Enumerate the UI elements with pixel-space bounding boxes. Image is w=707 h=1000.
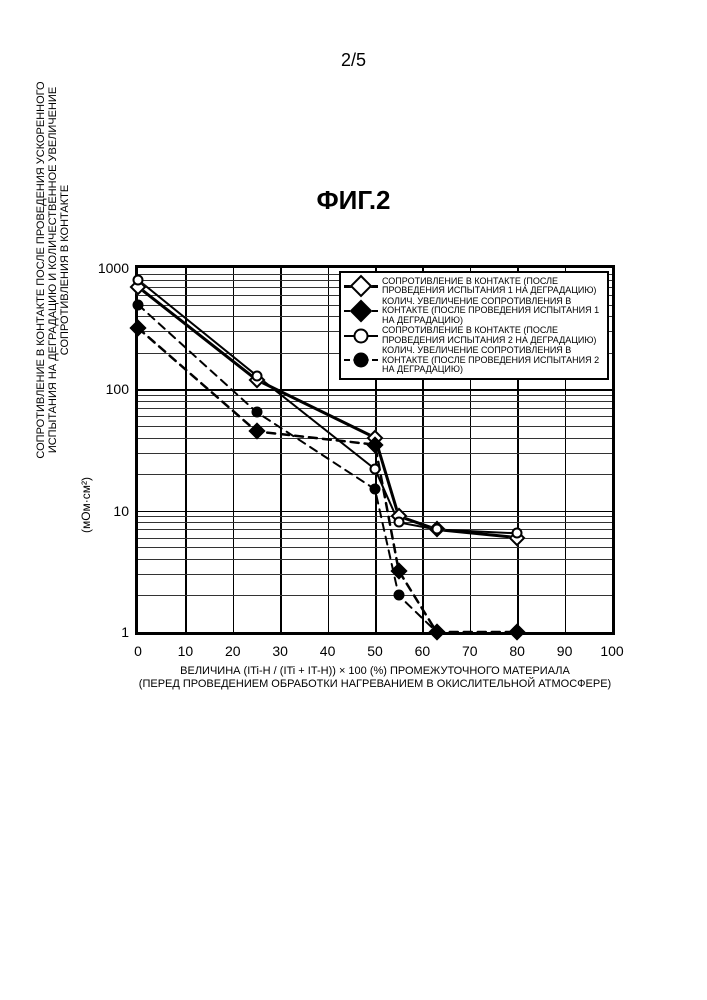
x-tick: 40 [313, 643, 343, 659]
x-tick: 0 [123, 643, 153, 659]
y-axis-label: СОПРОТИВЛЕНИЕ В КОНТАКТЕ ПОСЛЕ ПРОВЕДЕНИ… [35, 60, 71, 480]
legend-label: КОЛИЧ. УВЕЛИЧЕНИЕ СОПРОТИВЛЕНИЯ В КОНТАК… [382, 297, 604, 325]
x-axis-label-line2: (ПЕРЕД ПРОВЕДЕНИЕМ ОБРАБОТКИ НАГРЕВАНИЕМ… [139, 678, 611, 690]
legend-row: СОПРОТИВЛЕНИЕ В КОНТАКТЕ (ПОСЛЕ ПРОВЕДЕН… [344, 277, 604, 296]
x-tick: 80 [502, 643, 532, 659]
plot-area: СОПРОТИВЛЕНИЕ В КОНТАКТЕ (ПОСЛЕ ПРОВЕДЕН… [135, 265, 615, 635]
page-number: 2/5 [0, 50, 707, 71]
x-tick: 60 [407, 643, 437, 659]
legend-swatch [344, 353, 378, 367]
series-contact2-marker [431, 524, 442, 535]
legend: СОПРОТИВЛЕНИЕ В КОНТАКТЕ (ПОСЛЕ ПРОВЕДЕН… [339, 271, 609, 380]
x-tick: 10 [170, 643, 200, 659]
page: 2/5 ФИГ.2 СОПРОТИВЛЕНИЕ В КОНТАКТЕ ПОСЛЕ… [0, 0, 707, 1000]
legend-row: КОЛИЧ. УВЕЛИЧЕНИЕ СОПРОТИВЛЕНИЯ В КОНТАК… [344, 297, 604, 325]
series-contact2-marker [251, 370, 262, 381]
x-tick: 90 [550, 643, 580, 659]
legend-row: СОПРОТИВЛЕНИЕ В КОНТАКТЕ (ПОСЛЕ ПРОВЕДЕН… [344, 326, 604, 345]
chart: СОПРОТИВЛЕНИЕ В КОНТАКТЕ ПОСЛЕ ПРОВЕДЕНИ… [45, 245, 665, 715]
y-tick: 1 [89, 624, 129, 640]
legend-label: СОПРОТИВЛЕНИЕ В КОНТАКТЕ (ПОСЛЕ ПРОВЕДЕН… [382, 326, 604, 345]
figure-title: ФИГ.2 [0, 185, 707, 216]
series-contact2-marker [393, 517, 404, 528]
y-tick: 1000 [89, 260, 129, 276]
series-contact2-marker [512, 528, 523, 539]
series-contact2-marker [370, 464, 381, 475]
circle-marker-icon [354, 353, 369, 368]
diamond-marker-icon [350, 300, 373, 323]
series-contact2-marker [133, 274, 144, 285]
x-tick: 100 [597, 643, 627, 659]
x-axis-label: ВЕЛИЧИНА (ITi-H / (ITi + IT-H)) × 100 (%… [135, 665, 615, 691]
series-increase2-marker [133, 299, 144, 310]
series-increase2-marker [512, 627, 523, 638]
diamond-marker-icon [350, 275, 373, 298]
legend-swatch [344, 329, 378, 343]
circle-marker-icon [354, 328, 369, 343]
series-increase2-marker [431, 627, 442, 638]
series-increase2-marker [393, 590, 404, 601]
legend-swatch [344, 279, 378, 293]
legend-swatch [344, 304, 378, 318]
y-tick: 100 [89, 381, 129, 397]
series-increase2-marker [251, 407, 262, 418]
y-tick: 10 [89, 503, 129, 519]
legend-label: СОПРОТИВЛЕНИЕ В КОНТАКТЕ (ПОСЛЕ ПРОВЕДЕН… [382, 277, 604, 296]
x-tick: 20 [218, 643, 248, 659]
legend-row: КОЛИЧ. УВЕЛИЧЕНИЕ СОПРОТИВЛЕНИЯ В КОНТАК… [344, 346, 604, 374]
series-increase2-marker [370, 484, 381, 495]
legend-label: КОЛИЧ. УВЕЛИЧЕНИЕ СОПРОТИВЛЕНИЯ В КОНТАК… [382, 346, 604, 374]
x-tick: 70 [455, 643, 485, 659]
x-tick: 30 [265, 643, 295, 659]
x-tick: 50 [360, 643, 390, 659]
x-axis-label-line1: ВЕЛИЧИНА (ITi-H / (ITi + IT-H)) × 100 (%… [180, 665, 570, 677]
